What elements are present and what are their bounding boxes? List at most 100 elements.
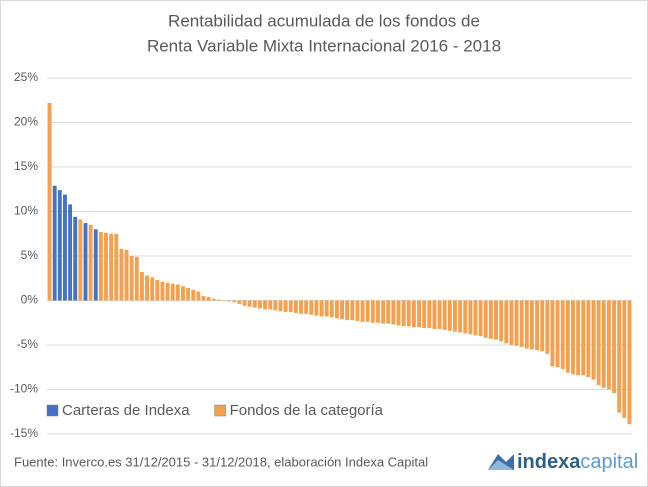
bar	[345, 300, 350, 321]
legend-label: Fondos de la categoría	[230, 402, 384, 419]
bar	[524, 300, 529, 349]
bar	[601, 300, 606, 388]
bar	[411, 300, 416, 328]
bar	[165, 282, 170, 301]
bar	[129, 256, 134, 301]
bar	[504, 300, 509, 344]
bar	[535, 300, 540, 351]
bar	[422, 300, 427, 329]
bar	[145, 275, 150, 301]
bar	[114, 233, 119, 301]
bar	[73, 216, 78, 301]
bar	[586, 300, 591, 378]
y-tick-label: -5%	[17, 337, 39, 351]
y-tick-label: -10%	[10, 382, 38, 396]
bar	[432, 300, 437, 329]
bar	[211, 298, 216, 301]
bar	[514, 300, 519, 346]
y-tick-label: 0%	[21, 293, 39, 307]
bar	[478, 300, 483, 337]
bar	[365, 300, 370, 322]
bar	[63, 194, 67, 301]
bar	[222, 300, 226, 301]
bar	[273, 300, 278, 311]
bar	[175, 284, 180, 301]
bar	[437, 300, 442, 329]
bar	[581, 300, 586, 376]
bar	[329, 300, 334, 318]
bar	[309, 300, 314, 315]
bar	[350, 300, 355, 321]
bar	[488, 300, 493, 339]
bar	[622, 300, 627, 418]
bar	[596, 300, 601, 386]
bar	[242, 300, 247, 306]
bar	[93, 229, 98, 301]
bar	[340, 300, 345, 320]
bar	[216, 299, 221, 301]
grid	[47, 77, 632, 435]
bar	[519, 300, 524, 347]
chart-title: Renta Variable Mixta Internacional 2016 …	[147, 36, 501, 55]
bar	[150, 277, 155, 301]
legend-label: Carteras de Indexa	[62, 402, 190, 419]
bar	[83, 223, 88, 301]
bar	[427, 300, 432, 329]
bar	[324, 300, 329, 317]
bar	[47, 102, 52, 301]
bar	[406, 300, 411, 327]
bar	[232, 300, 237, 303]
bar	[458, 300, 463, 333]
bar	[386, 300, 391, 324]
bar	[550, 300, 555, 367]
bar	[591, 300, 596, 380]
bar	[191, 289, 196, 301]
bar	[370, 300, 375, 323]
bar	[391, 300, 396, 325]
bar	[206, 296, 211, 301]
y-tick-label: 25%	[14, 70, 38, 84]
bar	[288, 300, 293, 313]
bar	[529, 300, 534, 350]
bar	[545, 300, 550, 354]
bar	[263, 300, 268, 310]
bar	[299, 300, 303, 314]
bar	[494, 300, 498, 340]
chart-title: Rentabilidad acumulada de los fondos de	[168, 11, 480, 30]
logo-icon	[488, 460, 514, 470]
bar	[283, 300, 288, 313]
bar	[237, 300, 242, 305]
bar	[124, 249, 129, 301]
legend-swatch	[46, 404, 59, 417]
bar	[560, 300, 565, 370]
bar	[555, 300, 560, 368]
logo-text: indexacapital	[517, 451, 638, 473]
bar	[396, 300, 401, 326]
bar	[134, 256, 139, 301]
bar	[247, 300, 252, 307]
bar	[68, 204, 73, 301]
bar	[181, 286, 185, 301]
legend-swatch	[214, 404, 226, 417]
bar	[314, 300, 319, 316]
bar	[606, 300, 611, 390]
bar	[52, 185, 57, 301]
bar	[258, 300, 262, 309]
bar	[119, 248, 124, 301]
bar	[417, 300, 421, 328]
bar	[468, 300, 473, 335]
bar	[612, 300, 616, 394]
bar	[139, 272, 144, 301]
bar	[78, 219, 83, 301]
bar	[571, 300, 575, 375]
bar	[196, 291, 201, 301]
bars	[47, 102, 632, 425]
bar	[453, 300, 457, 332]
bar	[463, 300, 468, 334]
bar	[401, 300, 406, 327]
legend: Carteras de Indexa Fondos de la categoría	[46, 402, 384, 419]
bar	[88, 224, 93, 301]
bar	[201, 296, 206, 301]
